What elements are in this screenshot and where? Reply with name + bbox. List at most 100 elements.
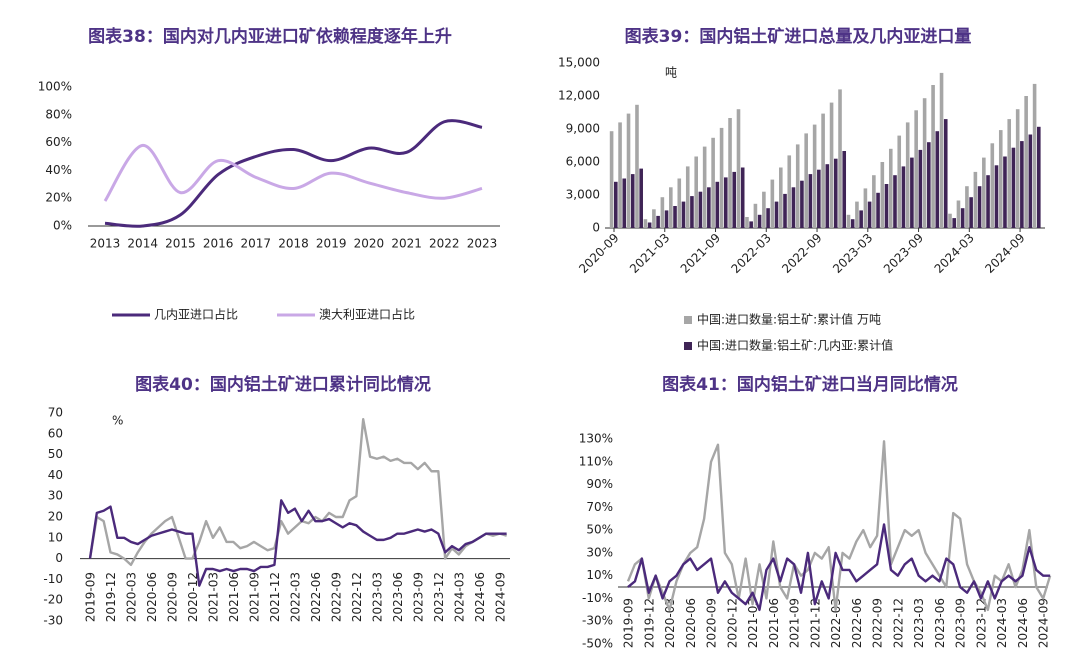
bar bbox=[812, 124, 817, 228]
bar bbox=[766, 208, 770, 228]
x-tick-label: 2022-09 bbox=[329, 572, 343, 622]
legend-label: 中国:进口数量:铝土矿:累计值 万吨 bbox=[697, 312, 881, 327]
bar bbox=[622, 178, 627, 228]
x-tick-label: 2020-06 bbox=[145, 572, 159, 622]
x-tick-label: 2019-09 bbox=[84, 572, 98, 622]
x-tick-label: 2021-03 bbox=[746, 598, 760, 648]
bar bbox=[673, 206, 677, 228]
x-tick-label: 2020-03 bbox=[124, 572, 138, 622]
bar bbox=[728, 118, 732, 228]
legend-label: 澳大利亚进口占比 bbox=[319, 307, 415, 322]
y-tick-label: 50% bbox=[586, 523, 613, 537]
bar bbox=[787, 155, 792, 228]
x-tick-label: 2021-09 bbox=[247, 572, 261, 622]
y-tick-label: 30% bbox=[586, 545, 613, 559]
series-line bbox=[626, 440, 1052, 612]
legend-label: 几内亚进口占比 bbox=[154, 307, 238, 322]
bar bbox=[1024, 96, 1028, 228]
bar bbox=[762, 191, 766, 228]
y-tick-label: 0 bbox=[592, 221, 600, 235]
bar bbox=[918, 149, 923, 228]
bar bbox=[850, 219, 855, 228]
bar bbox=[867, 201, 872, 228]
y-tick-label: 100% bbox=[38, 80, 72, 94]
bar bbox=[888, 148, 893, 228]
x-tick-label: 2022-06 bbox=[309, 572, 323, 622]
x-tick-label: 2022-09 bbox=[779, 231, 824, 276]
bar bbox=[855, 201, 859, 228]
bar bbox=[956, 200, 961, 228]
legend-label: 中国:进口数量:铝土矿:几内亚:累计值 bbox=[697, 338, 893, 353]
x-tick-label: 2024-03 bbox=[932, 231, 977, 276]
bar bbox=[694, 156, 698, 228]
series-line bbox=[103, 143, 483, 202]
x-tick-label: 2021 bbox=[391, 237, 422, 251]
bar bbox=[842, 151, 847, 228]
x-tick-label: 2023-03 bbox=[912, 598, 926, 648]
bar bbox=[652, 209, 656, 228]
x-tick-label: 2014 bbox=[127, 237, 158, 251]
legend-swatch bbox=[684, 316, 692, 324]
x-tick-label: 2022-12 bbox=[891, 598, 905, 648]
bar bbox=[973, 171, 978, 228]
bar bbox=[1015, 109, 1020, 228]
x-tick-label: 2021-03 bbox=[627, 231, 672, 276]
x-tick-label: 2024-06 bbox=[1016, 598, 1030, 648]
x-tick-label: 2023-09 bbox=[411, 572, 425, 622]
x-tick-label: 2020 bbox=[354, 237, 385, 251]
chart-title: 图表38：国内对几内亚进口矿依赖程度逐年上升 bbox=[88, 26, 452, 47]
x-tick-label: 2023 bbox=[467, 237, 498, 251]
x-tick-label: 2024-09 bbox=[493, 572, 507, 622]
chart-title: 图表39：国内铝土矿进口总量及几内亚进口量 bbox=[625, 26, 972, 47]
bar bbox=[905, 122, 910, 228]
bar bbox=[990, 143, 995, 228]
x-tick-label: 2021-12 bbox=[808, 598, 822, 648]
bar bbox=[732, 171, 737, 228]
series-line bbox=[104, 119, 483, 228]
y-tick-label: 80% bbox=[45, 107, 72, 121]
x-tick-label: 2024-03 bbox=[452, 572, 466, 622]
x-tick-label: 2020-06 bbox=[684, 598, 698, 648]
x-tick-label: 2022-03 bbox=[288, 572, 302, 622]
bar bbox=[884, 184, 889, 228]
bar bbox=[829, 102, 834, 228]
y-tick-label: -10% bbox=[582, 591, 613, 605]
x-tick-label: 2023-09 bbox=[881, 231, 926, 276]
y-tick-label: 15,000 bbox=[558, 56, 600, 70]
x-tick-label: 2024-09 bbox=[1037, 598, 1051, 648]
x-tick-label: 2019-12 bbox=[104, 572, 118, 622]
x-tick-label: 2023-03 bbox=[370, 572, 384, 622]
x-tick-label: 2022-03 bbox=[829, 598, 843, 648]
y-tick-label: 20 bbox=[48, 510, 63, 524]
bar bbox=[698, 191, 703, 228]
y-tick-label: 40 bbox=[48, 468, 63, 482]
x-tick-label: 2022-03 bbox=[729, 231, 774, 276]
bar bbox=[960, 208, 965, 228]
y-tick-label: 9,000 bbox=[566, 122, 600, 136]
y-tick-label: 90% bbox=[586, 477, 613, 491]
bar bbox=[630, 174, 635, 228]
x-tick-label: 2023-03 bbox=[830, 231, 875, 276]
x-tick-label: 2022 bbox=[429, 237, 460, 251]
bar bbox=[736, 109, 741, 228]
bar bbox=[669, 187, 673, 228]
bar bbox=[685, 166, 690, 228]
x-tick-label: 2022-06 bbox=[850, 598, 864, 648]
bar bbox=[757, 214, 762, 228]
x-tick-label: 2022-09 bbox=[871, 598, 885, 648]
bar bbox=[690, 196, 694, 228]
bar bbox=[880, 162, 885, 228]
series-line bbox=[88, 499, 507, 587]
bar bbox=[897, 135, 902, 228]
y-tick-label: 30 bbox=[48, 489, 63, 503]
y-tick-label: 130% bbox=[579, 432, 613, 446]
y-tick-label: 12,000 bbox=[558, 89, 600, 103]
bar bbox=[745, 217, 749, 228]
bar bbox=[994, 165, 999, 228]
x-tick-label: 2013 bbox=[90, 237, 121, 251]
x-tick-label: 2024-03 bbox=[995, 598, 1009, 648]
bar bbox=[825, 164, 830, 228]
bar bbox=[859, 210, 863, 228]
x-tick-label: 2020-12 bbox=[725, 598, 739, 648]
